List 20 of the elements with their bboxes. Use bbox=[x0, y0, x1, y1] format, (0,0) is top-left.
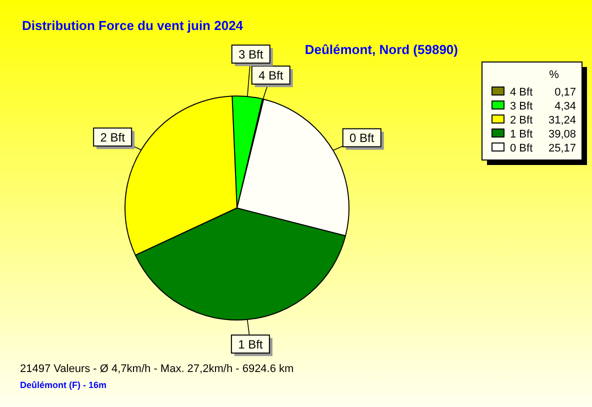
legend-label: 1 Bft bbox=[510, 128, 533, 140]
text: 21497 Valeurs - Ø 4,7km/h - Max. 27,2km/h - 6924.6 km bbox=[20, 363, 294, 375]
data-label: 39,08 bbox=[548, 128, 576, 140]
slice-label: 0 Bft bbox=[350, 131, 375, 146]
legend-label: 2 Bft bbox=[510, 114, 533, 126]
data-label: 0,17 bbox=[554, 86, 576, 98]
chart-title: Distribution Force du vent juin 2024 bbox=[22, 18, 244, 33]
slice-label: 1 Bft bbox=[238, 338, 264, 352]
legend-title: % bbox=[549, 69, 560, 81]
text: Deûlémont (F) - 16m bbox=[20, 380, 107, 390]
slice-label: 4 Bft bbox=[258, 68, 284, 83]
slice-label: 2 Bft bbox=[100, 130, 126, 145]
slice-label: 3 Bft bbox=[238, 48, 264, 62]
data-label: 4,34 bbox=[554, 100, 576, 112]
data-label: 31,24 bbox=[548, 114, 576, 126]
chart-subtitle: Deûlémont, Nord (59890) bbox=[304, 42, 458, 57]
data-label: 25,17 bbox=[548, 142, 576, 154]
legend-label: 0 Bft bbox=[510, 142, 533, 154]
legend-label: 3 Bft bbox=[510, 100, 533, 112]
legend-label: 4 Bft bbox=[510, 86, 533, 98]
